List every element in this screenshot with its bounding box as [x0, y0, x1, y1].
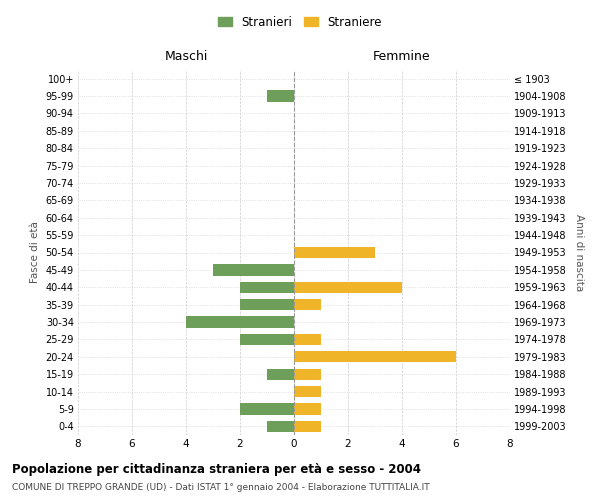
Bar [294, 282, 402, 293]
Bar [267, 368, 294, 380]
Bar [240, 334, 294, 345]
Y-axis label: Anni di nascita: Anni di nascita [574, 214, 584, 291]
Legend: Stranieri, Straniere: Stranieri, Straniere [213, 11, 387, 34]
Bar [267, 90, 294, 102]
Bar [294, 420, 321, 432]
Bar [240, 404, 294, 414]
Text: Maschi: Maschi [164, 50, 208, 63]
Bar [294, 299, 321, 310]
Bar [240, 299, 294, 310]
Bar [294, 404, 321, 414]
Bar [294, 386, 321, 397]
Bar [186, 316, 294, 328]
Bar [267, 420, 294, 432]
Bar [294, 247, 375, 258]
Text: COMUNE DI TREPPO GRANDE (UD) - Dati ISTAT 1° gennaio 2004 - Elaborazione TUTTITA: COMUNE DI TREPPO GRANDE (UD) - Dati ISTA… [12, 482, 430, 492]
Bar [294, 368, 321, 380]
Bar [240, 282, 294, 293]
Text: Femmine: Femmine [373, 50, 431, 63]
Y-axis label: Fasce di età: Fasce di età [30, 222, 40, 284]
Text: Popolazione per cittadinanza straniera per età e sesso - 2004: Popolazione per cittadinanza straniera p… [12, 462, 421, 475]
Bar [294, 334, 321, 345]
Bar [213, 264, 294, 276]
Bar [294, 351, 456, 362]
